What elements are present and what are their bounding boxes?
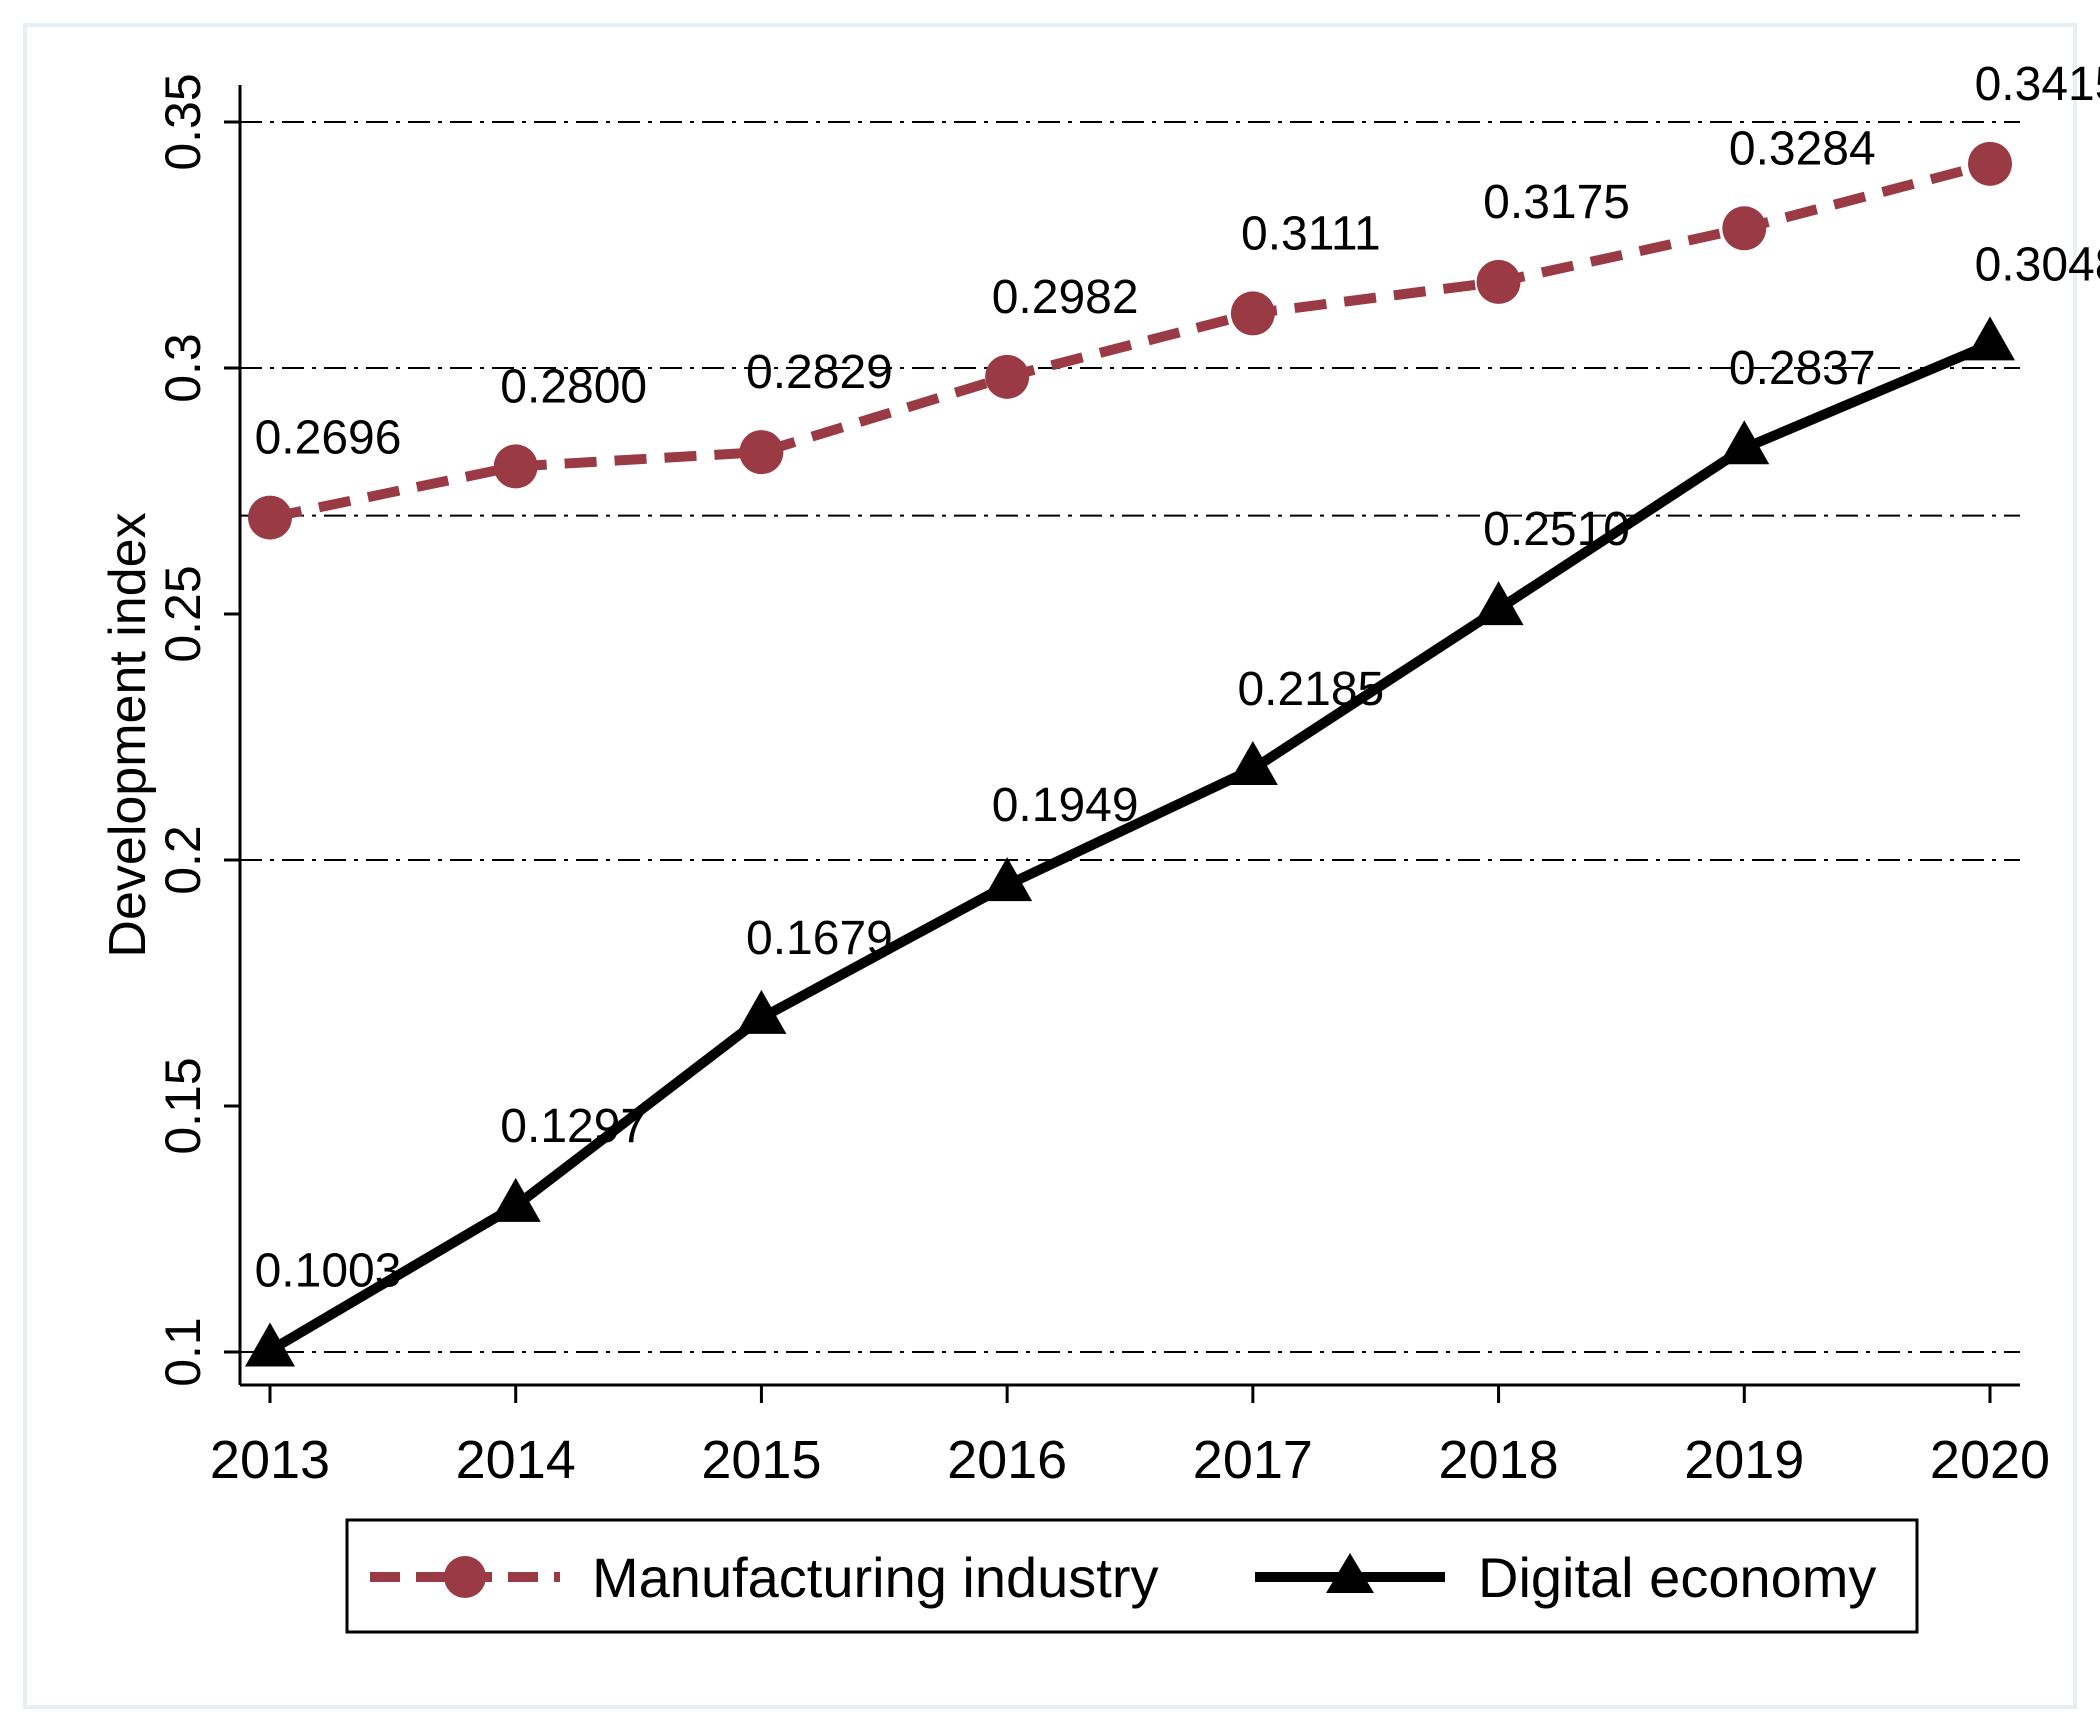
data-point-marker <box>1968 141 2012 186</box>
x-tick-label: 2016 <box>947 1430 1067 1490</box>
x-tick-label: 2017 <box>1193 1430 1313 1490</box>
y-tick-label: 0.3 <box>155 333 211 403</box>
data-label: 0.2510 <box>1483 503 1630 556</box>
x-tick-label: 2013 <box>210 1430 330 1490</box>
y-tick-label: 0.1 <box>155 1317 211 1387</box>
x-ticks: 2013 2014 2015 2016 2017 2018 2019 2020 <box>210 1385 2050 1490</box>
data-point-marker <box>1230 291 1275 336</box>
gridlines <box>240 121 2020 1353</box>
data-label: 0.3284 <box>1729 122 1876 175</box>
legend-label-manufacturing: Manufacturing industry <box>592 1546 1159 1609</box>
legend-swatch-marker-digital <box>1326 1553 1374 1593</box>
data-label: 0.1679 <box>746 912 893 965</box>
x-tick-label: 2020 <box>1930 1430 2050 1490</box>
data-label: 0.2696 <box>255 412 402 465</box>
data-point-marker <box>1719 420 1770 465</box>
y-tick-label: 0.15 <box>155 1057 211 1154</box>
y-tick-label: 0.2 <box>155 825 211 895</box>
series-line <box>268 158 1992 523</box>
data-label: 0.2837 <box>1729 342 1876 395</box>
y-tick-label: 0.35 <box>155 73 211 170</box>
legend: Manufacturing industry Digital economy <box>345 1518 1919 1634</box>
legend-box <box>345 1518 1919 1634</box>
data-point-marker <box>1722 206 1767 251</box>
data-label: 0.1949 <box>992 779 1139 832</box>
data-point-marker <box>1476 259 1521 304</box>
x-tick-label: 2018 <box>1439 1430 1559 1490</box>
legend-swatch-marker-manufacturing <box>444 1556 486 1598</box>
data-point-marker <box>1473 581 1524 626</box>
data-point-marker <box>736 989 787 1034</box>
axes <box>238 85 2020 1387</box>
data-label: 0.2800 <box>500 360 647 413</box>
plot-background <box>240 85 2020 1385</box>
data-point-marker <box>245 1322 295 1367</box>
data-label: 0.3175 <box>1483 176 1630 229</box>
data-label: 0.3111 <box>1241 207 1381 260</box>
x-tick-label: 2019 <box>1684 1430 1804 1490</box>
data-point-marker <box>493 444 538 489</box>
data-point-marker <box>248 495 292 540</box>
legend-label-digital: Digital economy <box>1478 1546 1876 1609</box>
data-point-marker <box>985 354 1030 399</box>
data-point-marker <box>1965 316 2015 361</box>
data-label: 0.2982 <box>992 271 1139 324</box>
data-point-marker <box>490 1177 541 1222</box>
data-label: 0.2829 <box>746 346 893 399</box>
y-ticks: 0.1 0.15 0.2 0.25 0.3 0.35 <box>155 73 240 1387</box>
data-point-marker <box>982 857 1033 902</box>
series-line <box>267 339 1992 1355</box>
data-point-marker <box>739 430 784 475</box>
data-label: 0.3048 <box>1975 238 2100 291</box>
data-label: 0.1003 <box>255 1245 402 1298</box>
data-label: 0.3415 <box>1975 58 2100 111</box>
data-label: 0.1297 <box>500 1100 647 1153</box>
data-point-marker <box>1227 740 1278 785</box>
series: 0.2696 0.2800 0.2829 0.2982 0.3111 0.3175 0.32… <box>245 58 2100 1367</box>
x-tick-label: 2015 <box>701 1430 821 1490</box>
data-label: 0.2185 <box>1237 663 1384 716</box>
y-axis-label: Development index <box>99 512 157 957</box>
x-tick-label: 2014 <box>456 1430 576 1490</box>
y-tick-label: 0.25 <box>155 565 211 662</box>
